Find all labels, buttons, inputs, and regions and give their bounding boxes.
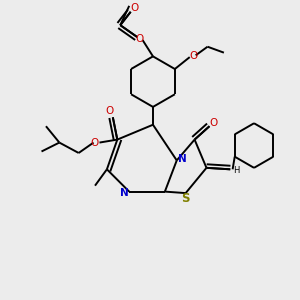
Text: N: N	[178, 154, 187, 164]
Text: O: O	[130, 3, 138, 13]
Text: H: H	[234, 166, 240, 175]
Text: O: O	[106, 106, 114, 116]
Text: O: O	[90, 138, 98, 148]
Text: O: O	[210, 118, 218, 128]
Text: O: O	[189, 51, 197, 61]
Text: S: S	[182, 192, 190, 205]
Text: O: O	[135, 34, 143, 44]
Text: N: N	[120, 188, 129, 198]
